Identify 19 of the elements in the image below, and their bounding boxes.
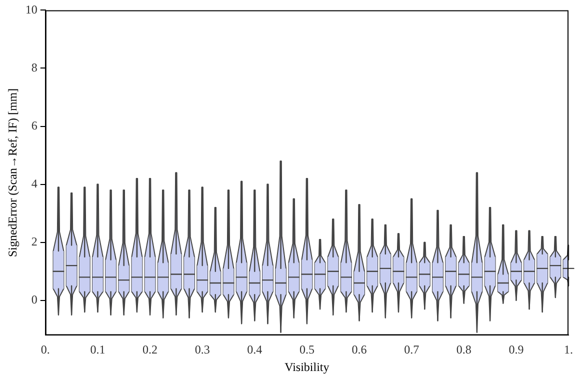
x-tick-label: 0.6 — [352, 342, 367, 357]
x-tick-label: 0.1 — [90, 342, 106, 357]
x-tick-label: 0.7 — [404, 342, 420, 357]
y-tick-label: 4 — [31, 176, 38, 190]
x-tick-label: 0.2 — [142, 342, 158, 357]
x-tick-label: 0.9 — [508, 342, 524, 357]
y-tick-label: 2 — [31, 234, 38, 248]
x-tick-label: 0.4 — [247, 342, 262, 357]
y-tick-label: 0 — [31, 292, 38, 307]
x-axis-title: Visibility — [284, 360, 330, 374]
x-tick-label: 1. — [564, 342, 573, 357]
x-tick-label: 0.5 — [299, 342, 314, 357]
x-tick-label: 0. — [40, 342, 50, 357]
y-tick-label: 10 — [25, 2, 38, 16]
y-axis-title: SignedError (Scan→Ref, IF) [mm] — [5, 88, 20, 258]
y-tick-label: 6 — [31, 118, 38, 132]
y-tick-label: 8 — [31, 60, 38, 74]
x-tick-label: 0.8 — [456, 342, 472, 357]
x-tick-label: 0.3 — [194, 342, 210, 357]
